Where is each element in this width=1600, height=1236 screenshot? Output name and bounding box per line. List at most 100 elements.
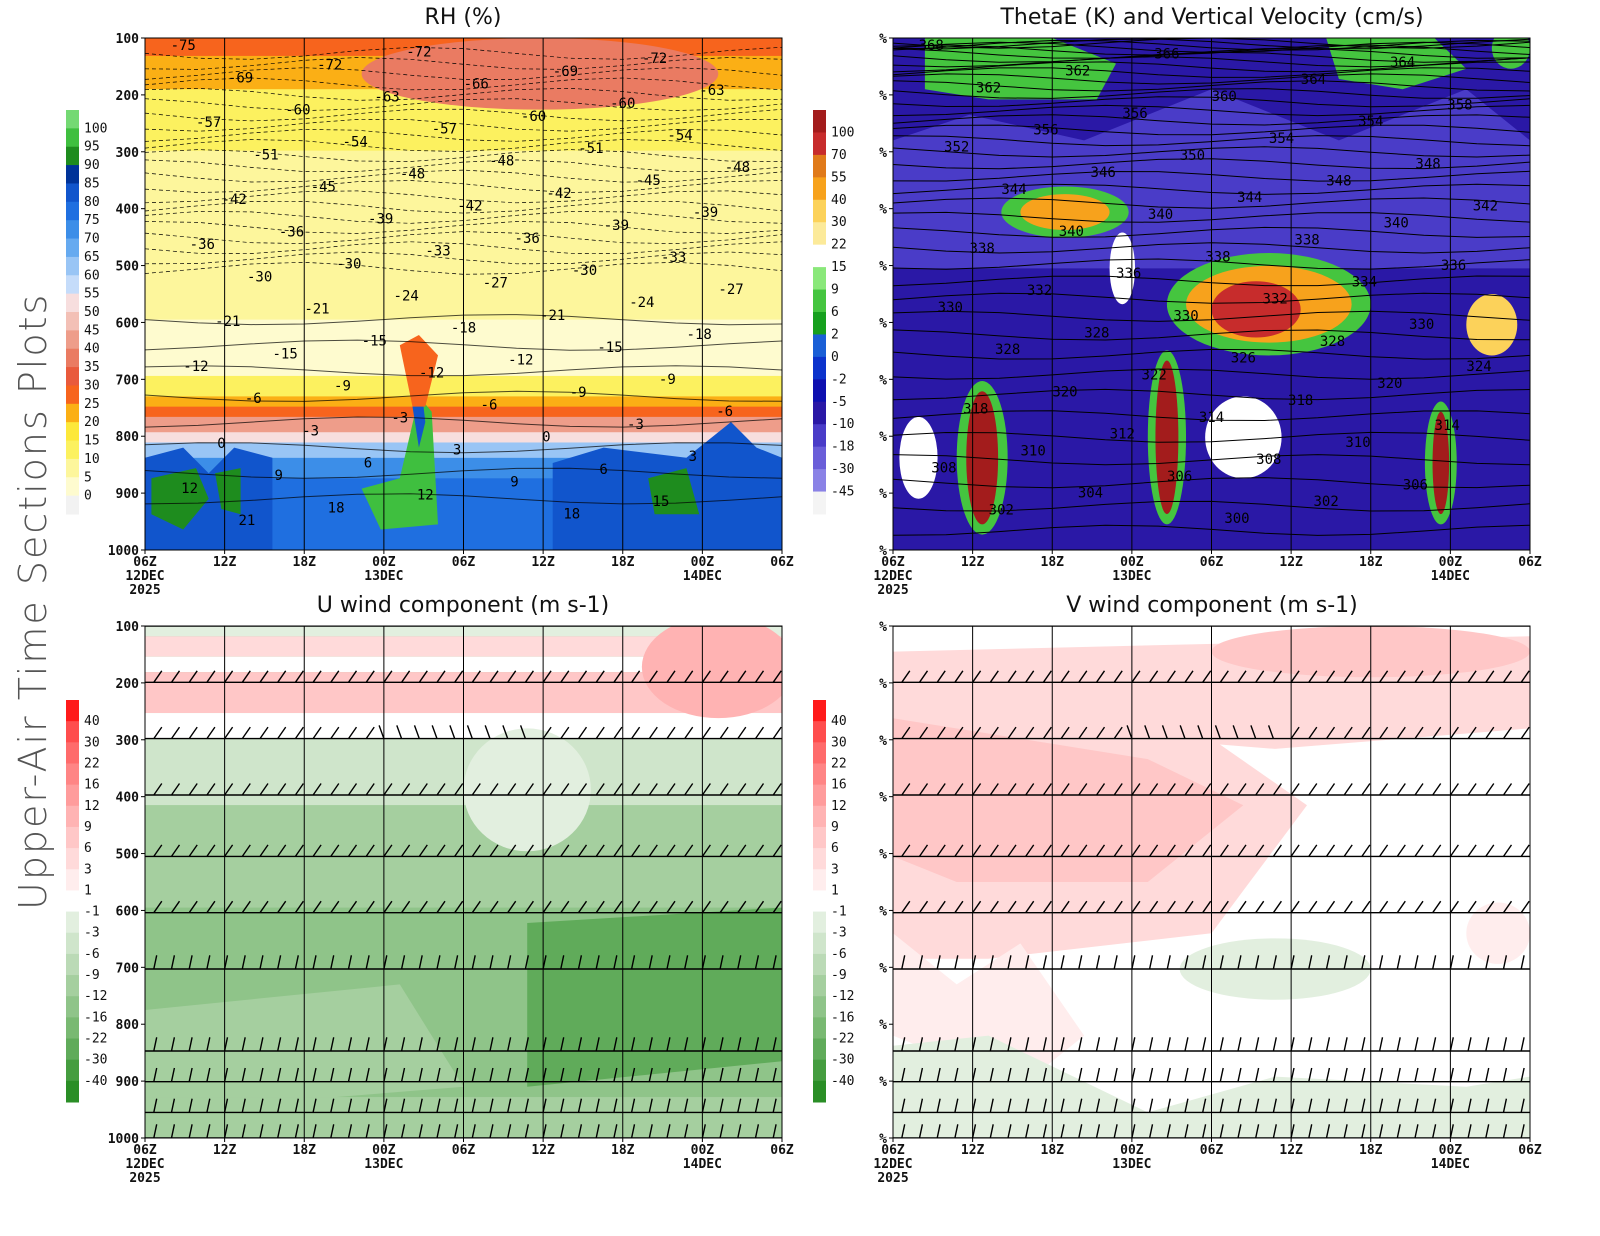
rh-contour-label: -48: [400, 167, 425, 183]
rh-colorbar-label: 55: [84, 287, 100, 302]
rh-colorbar-label: 65: [84, 250, 100, 265]
rh-colorbar-label: 30: [84, 378, 100, 393]
rh-contour-label: 0: [542, 430, 550, 446]
thetae-field-plume3: [1432, 411, 1450, 515]
rh-contour-line: [145, 57, 782, 70]
u-colorbar-label: -9: [84, 968, 100, 983]
thetae-plot-area: [893, 38, 1530, 550]
rh-title: RH (%): [425, 5, 502, 30]
u-ytick-label: 800: [116, 1018, 140, 1033]
thetae-contour-label: 302: [1314, 494, 1339, 510]
rh-contour-label: -39: [604, 218, 629, 234]
u-colorbar-label: -3: [84, 926, 100, 941]
u-colorbar-label: -1: [84, 905, 100, 920]
rh-colorbar-swatch: [66, 458, 79, 478]
u-wind-barb-row: [145, 900, 782, 914]
rh-contour-label: -6: [716, 404, 733, 420]
v-colorbar-swatch: [813, 848, 826, 870]
thetae-contour-label: 320: [1377, 376, 1402, 392]
rh-field-spike-edge: [399, 335, 438, 407]
v-ytick-label: %: [879, 677, 887, 692]
thetae-colorbar-label: 15: [831, 260, 847, 275]
u-wind-barb-row: [145, 1098, 782, 1114]
thetae-contour-label: 346: [1091, 165, 1116, 181]
rh-colorbar-label: 35: [84, 360, 100, 375]
thetae-field-red-core: [1211, 281, 1301, 338]
u-wind-barb-row: [145, 725, 782, 740]
rh-contour-label: -12: [508, 353, 533, 369]
v-ytick-label: %: [879, 1075, 887, 1090]
v-xtick-label: 18Z: [1359, 1143, 1383, 1158]
thetae-year-label: 2025: [877, 583, 908, 598]
u-colorbar-swatch: [66, 890, 79, 913]
rh-xdate-label: 12DEC: [125, 569, 164, 584]
u-xdate-label: 12DEC: [125, 1157, 164, 1172]
u-ytick-label: 1000: [108, 1132, 139, 1147]
thetae-contour-label: 320: [1052, 384, 1077, 400]
u-colorbar-label: 40: [84, 714, 100, 729]
v-colorbar-swatch: [813, 1038, 826, 1061]
rh-contour-line: [145, 77, 782, 91]
chart-rh: RH (%)100200300400500600700800900100006Z…: [66, 5, 794, 598]
thetae-contour-label: 350: [1180, 148, 1205, 164]
rh-contour-label: -21: [215, 314, 240, 330]
u-xtick-label: 18Z: [293, 1143, 317, 1158]
thetae-xtick-label: 00Z: [1439, 555, 1463, 570]
rh-colorbar-label: 5: [84, 470, 92, 485]
rh-contour-line: [145, 190, 782, 204]
u-colorbar-swatch: [66, 848, 79, 870]
v-colorbar-label: 1: [831, 883, 839, 898]
thetae-colorbar-swatch: [813, 110, 826, 133]
thetae-field-white2: [899, 416, 938, 499]
rh-colorbar-label: 10: [84, 452, 100, 467]
rh-contour-label: -12: [419, 366, 444, 382]
rh-contour-label: -60: [521, 109, 546, 125]
v-colorbar-label: -16: [831, 1010, 854, 1025]
thetae-contour-label: 364: [1301, 72, 1326, 88]
u-ytick-label: 200: [116, 677, 140, 692]
thetae-contour-label: 328: [995, 342, 1020, 358]
u-xtick-label: 00Z: [372, 1143, 396, 1158]
rh-contour-line: [145, 159, 782, 172]
u-xtick-label: 12Z: [531, 1143, 555, 1158]
thetae-colorbar-label: 22: [831, 238, 847, 253]
rh-colorbar-swatch: [66, 348, 79, 368]
rh-colorbar-label: 0: [84, 489, 92, 504]
rh-contour-label: -57: [432, 122, 457, 138]
thetae-xtick-label: 12Z: [961, 555, 985, 570]
rh-colorbar-swatch: [66, 477, 79, 497]
u-colorbar-swatch: [66, 932, 79, 955]
u-colorbar-swatch: [66, 826, 79, 849]
rh-field-green1: [151, 468, 209, 530]
thetae-contour-label: 300: [1224, 511, 1249, 527]
u-wind-barb-row: [145, 1067, 782, 1083]
v-wind-barb-row: [893, 844, 1530, 858]
u-colorbar-label: -12: [84, 989, 107, 1004]
v-year-label: 2025: [877, 1171, 908, 1186]
u-colorbar-label: -40: [84, 1074, 107, 1089]
rh-contour-label: -51: [253, 147, 278, 163]
thetae-contour-label: 314: [1199, 410, 1224, 426]
thetae-colorbar-label: 100: [831, 125, 854, 140]
thetae-contour-label: 356: [1033, 123, 1058, 139]
v-ytick-label: %: [879, 1132, 887, 1147]
rh-contour-label: -39: [368, 212, 393, 228]
thetae-contour-label: 322: [1142, 368, 1167, 384]
rh-colorbar-swatch: [66, 146, 79, 166]
v-colorbar-label: -22: [831, 1032, 854, 1047]
thetae-contour-label: 340: [1059, 224, 1084, 240]
thetae-colorbar-swatch: [813, 154, 826, 178]
rh-ytick-label: 500: [116, 260, 140, 275]
rh-contour-line: [145, 87, 782, 101]
rh-contour-line: [145, 118, 782, 132]
thetae-contour-label: 310: [1020, 444, 1045, 460]
rh-contour-line: [145, 149, 782, 162]
thetae-contour-label: 332: [1027, 283, 1052, 299]
rh-year-label: 2025: [129, 583, 160, 598]
rh-contour-label: -21: [540, 308, 565, 324]
rh-contour-label: -63: [374, 90, 399, 106]
rh-contour-line: [145, 108, 782, 122]
rh-contour-label: 12: [417, 487, 434, 503]
v-colorbar-swatch: [813, 1059, 826, 1082]
v-xdate-label: 13DEC: [1112, 1157, 1151, 1172]
